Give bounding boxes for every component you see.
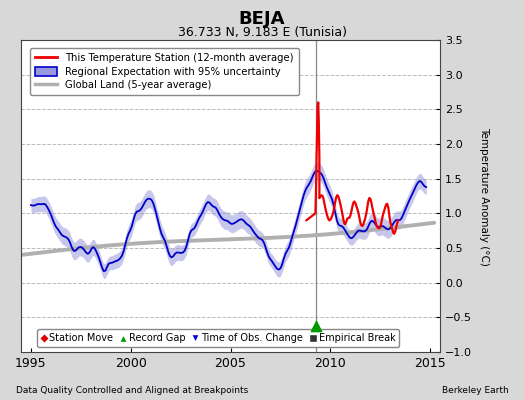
Text: 36.733 N, 9.183 E (Tunisia): 36.733 N, 9.183 E (Tunisia) [178,26,346,39]
Text: BEJA: BEJA [239,10,285,28]
Text: Berkeley Earth: Berkeley Earth [442,386,508,395]
Point [312,322,321,329]
Y-axis label: Temperature Anomaly (°C): Temperature Anomaly (°C) [479,126,489,266]
Legend: Station Move, Record Gap, Time of Obs. Change, Empirical Break: Station Move, Record Gap, Time of Obs. C… [37,329,399,347]
Text: Data Quality Controlled and Aligned at Breakpoints: Data Quality Controlled and Aligned at B… [16,386,248,395]
